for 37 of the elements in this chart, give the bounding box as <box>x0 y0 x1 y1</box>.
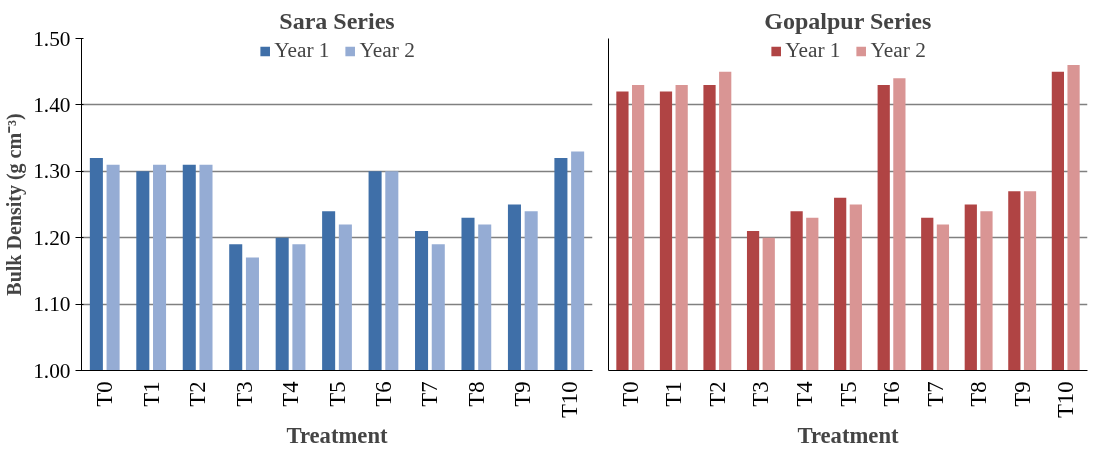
x-tick-label: T7 <box>417 381 443 407</box>
y-tick-label: 1.10 <box>33 292 71 317</box>
legend-label: Year 2 <box>359 38 415 63</box>
x-tick-label: T5 <box>324 381 350 407</box>
chart-title: Sara Series <box>279 7 395 34</box>
x-tick-label: T6 <box>370 381 396 407</box>
y-tick-label: 1.40 <box>33 92 71 117</box>
x-tick-label: T4 <box>278 381 304 407</box>
y-tick-label: 1.30 <box>33 159 71 184</box>
x-tick-label: T10 <box>556 381 582 418</box>
y-axis-title: Bulk Density (g cm⁻³) <box>3 113 27 296</box>
x-tick-label: T8 <box>966 381 992 407</box>
y-tick-label: 1.20 <box>33 225 71 250</box>
x-tick-label: T3 <box>748 381 774 407</box>
legend-label: Year 1 <box>785 38 841 63</box>
x-tick-label: T7 <box>922 381 948 407</box>
x-tick-label: T0 <box>92 381 118 407</box>
legend-label: Year 1 <box>274 38 330 63</box>
x-tick-label: T3 <box>231 381 257 407</box>
x-tick-label: T8 <box>463 381 489 407</box>
x-tick-label: T4 <box>791 381 817 407</box>
y-tick-label: 1.00 <box>33 358 71 383</box>
legend-label: Year 2 <box>870 38 926 63</box>
x-tick-label: T5 <box>835 381 861 407</box>
x-tick-label: T6 <box>879 381 905 407</box>
x-tick-label: T0 <box>617 381 643 407</box>
y-tick-label: 1.50 <box>33 26 71 51</box>
x-tick-label: T1 <box>138 381 164 407</box>
x-tick-label: T2 <box>185 381 211 407</box>
x-tick-label: T10 <box>1053 381 1079 418</box>
x-axis-title: Treatment <box>797 423 899 448</box>
x-tick-label: T9 <box>1009 381 1035 407</box>
x-tick-label: T9 <box>510 381 536 407</box>
x-axis-title: Treatment <box>286 423 388 448</box>
x-tick-label: T1 <box>661 381 687 407</box>
x-tick-label: T2 <box>704 381 730 407</box>
chart-title: Gopalpur Series <box>764 7 932 34</box>
